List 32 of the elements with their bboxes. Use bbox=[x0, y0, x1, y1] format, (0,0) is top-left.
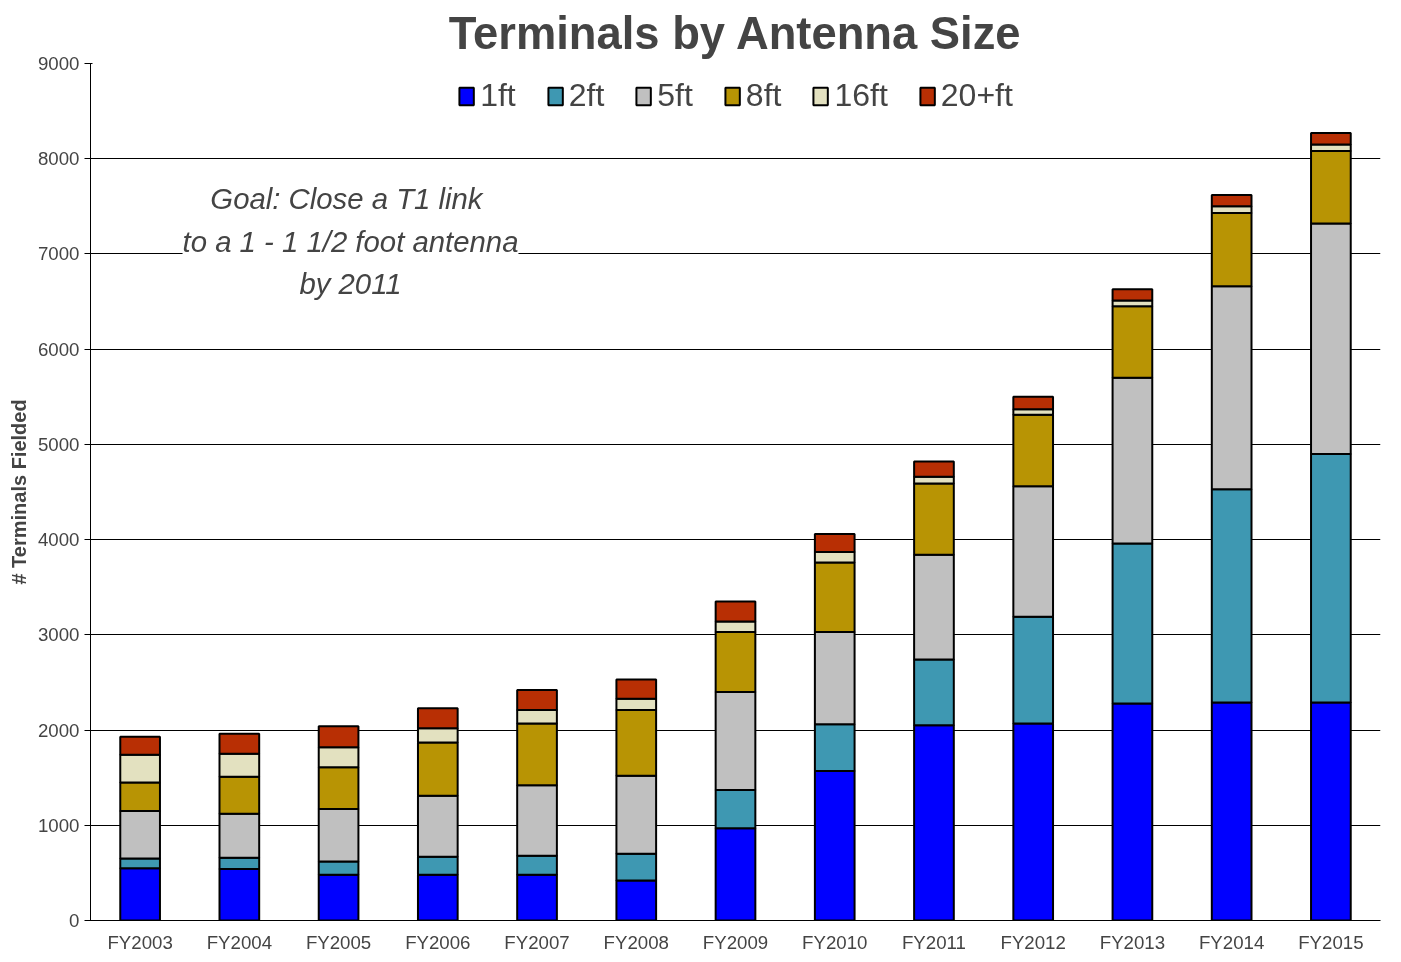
y-tick-label: 2000 bbox=[38, 719, 80, 741]
y-tick-label: 8000 bbox=[38, 148, 80, 170]
x-tick-label: FY2005 bbox=[305, 931, 372, 953]
y-tick-label: 3000 bbox=[38, 624, 80, 646]
legend-label: 8ft bbox=[745, 77, 782, 114]
x-tick-label: FY2008 bbox=[603, 931, 669, 953]
legend-label: 5ft bbox=[657, 77, 693, 114]
x-tick-label: FY2011 bbox=[901, 931, 966, 953]
x-tick-label: FY2009 bbox=[702, 931, 769, 953]
y-tick-label: 9000 bbox=[38, 53, 80, 74]
y-axis-title: # Terminals Fielded bbox=[8, 399, 30, 585]
y-tick-label: 0 bbox=[69, 910, 80, 931]
y-tick-label: 7000 bbox=[38, 243, 80, 265]
x-tick-label: FY2003 bbox=[107, 931, 173, 953]
annotation: Goal: Close a T1 link to a 1 - 1 1/2 foot antenna by 2011 bbox=[182, 181, 519, 301]
x-tick-label: FY2004 bbox=[206, 931, 273, 953]
chart-title: Terminals by Antenna Size bbox=[448, 7, 1021, 59]
y-tick-label: 4000 bbox=[38, 529, 80, 551]
x-tick-label: FY2006 bbox=[405, 931, 471, 953]
x-tick-label: FY2015 bbox=[1298, 931, 1364, 953]
y-tick-label: 1000 bbox=[38, 814, 80, 836]
y-tick-label: 5000 bbox=[38, 433, 80, 455]
legend-label: 2ft bbox=[568, 77, 605, 114]
x-tick-label: FY2007 bbox=[504, 931, 570, 953]
x-tick-label: FY2013 bbox=[1099, 931, 1166, 953]
legend-label: 16ft bbox=[834, 77, 888, 114]
x-tick-label: FY2012 bbox=[1000, 931, 1066, 953]
x-tick-label: FY2010 bbox=[802, 931, 868, 953]
legend-label: 20+ft bbox=[940, 77, 1013, 114]
legend-label: 1ft bbox=[480, 77, 516, 114]
x-tick-label: FY2014 bbox=[1198, 931, 1265, 953]
y-tick-label: 6000 bbox=[38, 338, 80, 360]
